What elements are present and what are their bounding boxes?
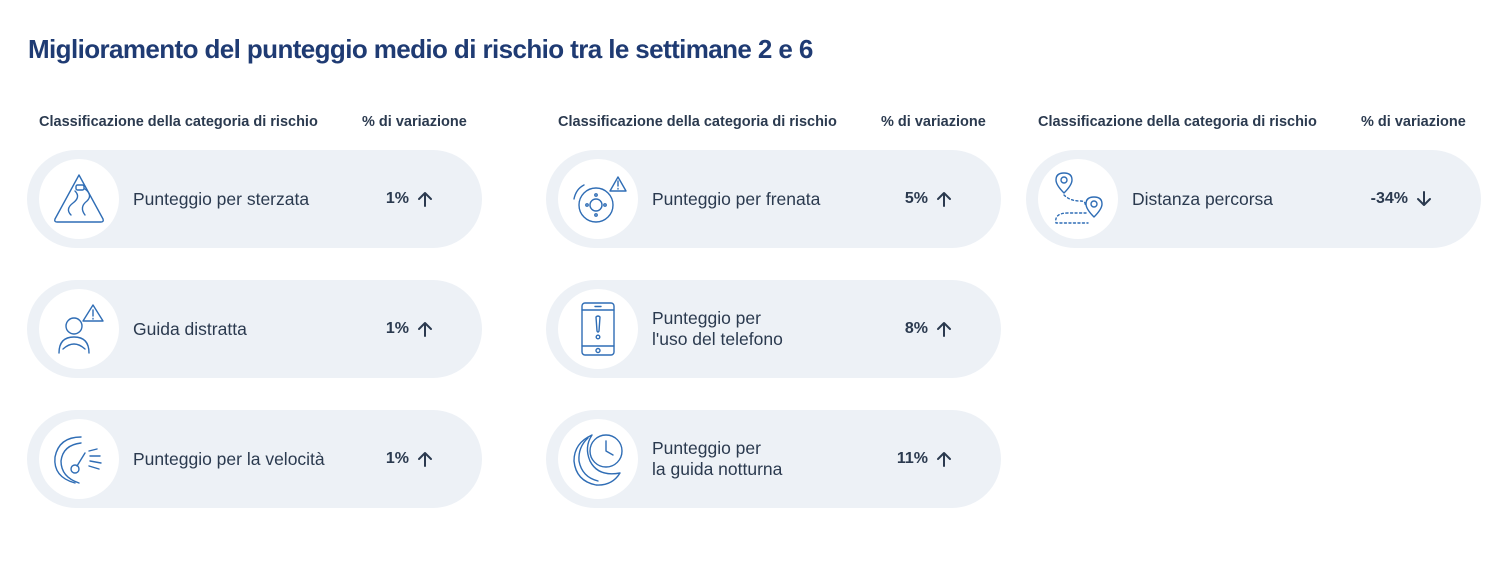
risk-card-braking: Punteggio per frenata 5% — [546, 150, 1001, 248]
moon-clock-icon — [558, 419, 638, 499]
change-value: 1% — [385, 190, 409, 207]
card-label: Punteggio per sterzata — [133, 188, 310, 209]
speedometer-icon — [39, 419, 119, 499]
arrow-up-icon — [418, 192, 432, 207]
page-title: Miglioramento del punteggio medio di ris… — [28, 34, 813, 64]
card-label: Punteggio per l'uso del telefono — [652, 308, 783, 349]
header-category: Classificazione della categoria di risch… — [558, 114, 837, 130]
change-value: 1% — [385, 450, 409, 467]
risk-column-2: Classificazione della categoria di risch… — [546, 0, 1001, 561]
change-value: -34% — [1370, 190, 1408, 207]
steering-road-warning-icon — [39, 159, 119, 239]
change-value: 5% — [904, 190, 928, 207]
risk-card-phone: Punteggio per l'uso del telefono 8% — [546, 280, 1001, 378]
header-change: % di variazione — [1361, 114, 1466, 130]
risk-card-distracted: Guida distratta 1% — [27, 280, 482, 378]
change-value: 1% — [385, 320, 409, 337]
risk-card-distance: Distanza percorsa -34% — [1026, 150, 1481, 248]
header-category: Classificazione della categoria di risch… — [1038, 114, 1317, 130]
risk-column-3: Classificazione della categoria di risch… — [1026, 0, 1481, 561]
brake-disc-warning-icon — [558, 159, 638, 239]
risk-column-1: Classificazione della categoria di risch… — [27, 0, 482, 561]
header-category: Classificazione della categoria di risch… — [39, 114, 318, 130]
card-label: Guida distratta — [133, 318, 247, 339]
header-change: % di variazione — [881, 114, 986, 130]
arrow-up-icon — [418, 322, 432, 337]
change-value: 11% — [896, 450, 928, 467]
card-label: Punteggio per la guida notturna — [652, 438, 783, 479]
card-label: Punteggio per frenata — [652, 188, 821, 209]
route-pins-icon — [1038, 159, 1118, 239]
risk-card-steering: Punteggio per sterzata 1% — [27, 150, 482, 248]
phone-alert-icon — [558, 289, 638, 369]
arrow-up-icon — [937, 452, 951, 467]
arrow-up-icon — [937, 322, 951, 337]
arrow-down-icon — [1417, 191, 1431, 206]
card-label: Distanza percorsa — [1132, 188, 1274, 209]
card-label: Punteggio per la velocità — [133, 448, 325, 469]
arrow-up-icon — [937, 192, 951, 207]
arrow-up-icon — [418, 452, 432, 467]
risk-card-night-driving: Punteggio per la guida notturna 11% — [546, 410, 1001, 508]
distracted-driver-icon — [39, 289, 119, 369]
risk-card-speed: Punteggio per la velocità 1% — [27, 410, 482, 508]
change-value: 8% — [904, 320, 928, 337]
header-change: % di variazione — [362, 114, 467, 130]
